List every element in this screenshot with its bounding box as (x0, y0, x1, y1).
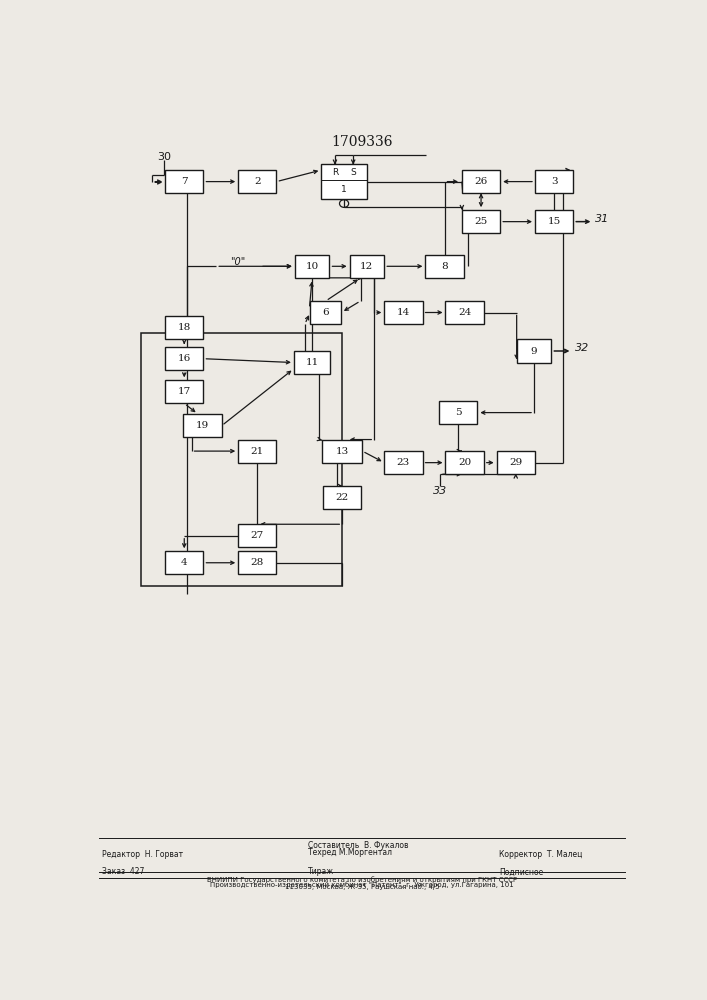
Text: 15: 15 (547, 217, 561, 226)
Text: Производственно-издательский комбинат "Патент", г. Ужгород, ул.Гагарина, 101: Производственно-издательский комбинат "П… (211, 881, 514, 888)
Bar (165, 316, 204, 339)
Text: ВНИИПИ Государственного комитета по изобретениям и открытиям при ГКНТ СССР: ВНИИПИ Государственного комитета по изоб… (207, 876, 518, 883)
Text: 22: 22 (336, 493, 349, 502)
Text: 30: 30 (157, 152, 171, 162)
Text: 8: 8 (441, 262, 448, 271)
Bar (238, 170, 276, 193)
Text: Редактор  Н. Горват: Редактор Н. Горват (102, 850, 183, 859)
Text: Корректор  Т. Малец: Корректор Т. Малец (499, 850, 583, 859)
Text: S: S (351, 168, 356, 177)
Text: 14: 14 (397, 308, 410, 317)
Text: 29: 29 (509, 458, 522, 467)
Text: 33: 33 (433, 486, 447, 496)
Bar (294, 351, 330, 374)
Bar (385, 451, 423, 474)
Bar (517, 339, 551, 363)
Bar (165, 380, 204, 403)
Text: 20: 20 (458, 458, 472, 467)
Bar (165, 551, 204, 574)
Text: 19: 19 (196, 421, 209, 430)
Bar (295, 255, 329, 278)
Bar (165, 347, 204, 370)
Bar (439, 401, 477, 424)
Bar (165, 170, 204, 193)
Text: 32: 32 (575, 343, 590, 353)
Text: Составитель  В. Фукалов: Составитель В. Фукалов (308, 841, 408, 850)
Text: 24: 24 (458, 308, 472, 317)
Text: 3: 3 (551, 177, 557, 186)
Text: 2: 2 (254, 177, 261, 186)
Bar (462, 170, 501, 193)
Text: 26: 26 (474, 177, 488, 186)
Bar (535, 170, 573, 193)
Text: 23: 23 (397, 458, 410, 467)
Text: 10: 10 (305, 262, 319, 271)
Bar (445, 301, 484, 324)
Text: 17: 17 (177, 387, 191, 396)
Text: 12: 12 (361, 262, 373, 271)
Text: Тираж: Тираж (308, 867, 334, 876)
Text: 18: 18 (177, 323, 191, 332)
Bar (426, 255, 464, 278)
Bar (238, 524, 276, 547)
Text: R: R (332, 168, 338, 177)
Text: 16: 16 (177, 354, 191, 363)
Bar (183, 414, 222, 437)
Text: 5: 5 (455, 408, 462, 417)
Bar (445, 451, 484, 474)
Text: 21: 21 (251, 447, 264, 456)
Bar (238, 440, 276, 463)
Bar (310, 301, 341, 324)
Text: Подписное: Подписное (499, 867, 544, 876)
Text: 25: 25 (474, 217, 488, 226)
Text: 113035, Москва, Ж-35, Раушская наб., 4/5: 113035, Москва, Ж-35, Раушская наб., 4/5 (285, 883, 440, 890)
Text: 9: 9 (531, 347, 537, 356)
Text: 13: 13 (336, 447, 349, 456)
Text: 4: 4 (181, 558, 187, 567)
Text: 31: 31 (595, 214, 609, 224)
Text: 6: 6 (322, 308, 329, 317)
Bar (385, 301, 423, 324)
Bar (238, 551, 276, 574)
Bar (349, 255, 385, 278)
Bar (323, 486, 361, 509)
Text: 7: 7 (181, 177, 187, 186)
Text: Заказ  427: Заказ 427 (102, 867, 144, 876)
Bar (141, 333, 342, 586)
Text: 11: 11 (305, 358, 319, 367)
Bar (322, 440, 362, 463)
Bar (321, 164, 367, 199)
Text: 27: 27 (251, 531, 264, 540)
Bar (496, 451, 535, 474)
Text: 1: 1 (341, 185, 347, 194)
Text: "0": "0" (230, 257, 245, 267)
Text: 1709336: 1709336 (332, 135, 393, 149)
Text: Техред М.Моргентал: Техред М.Моргентал (308, 848, 392, 857)
Text: 28: 28 (251, 558, 264, 567)
Bar (535, 210, 573, 233)
Bar (462, 210, 501, 233)
